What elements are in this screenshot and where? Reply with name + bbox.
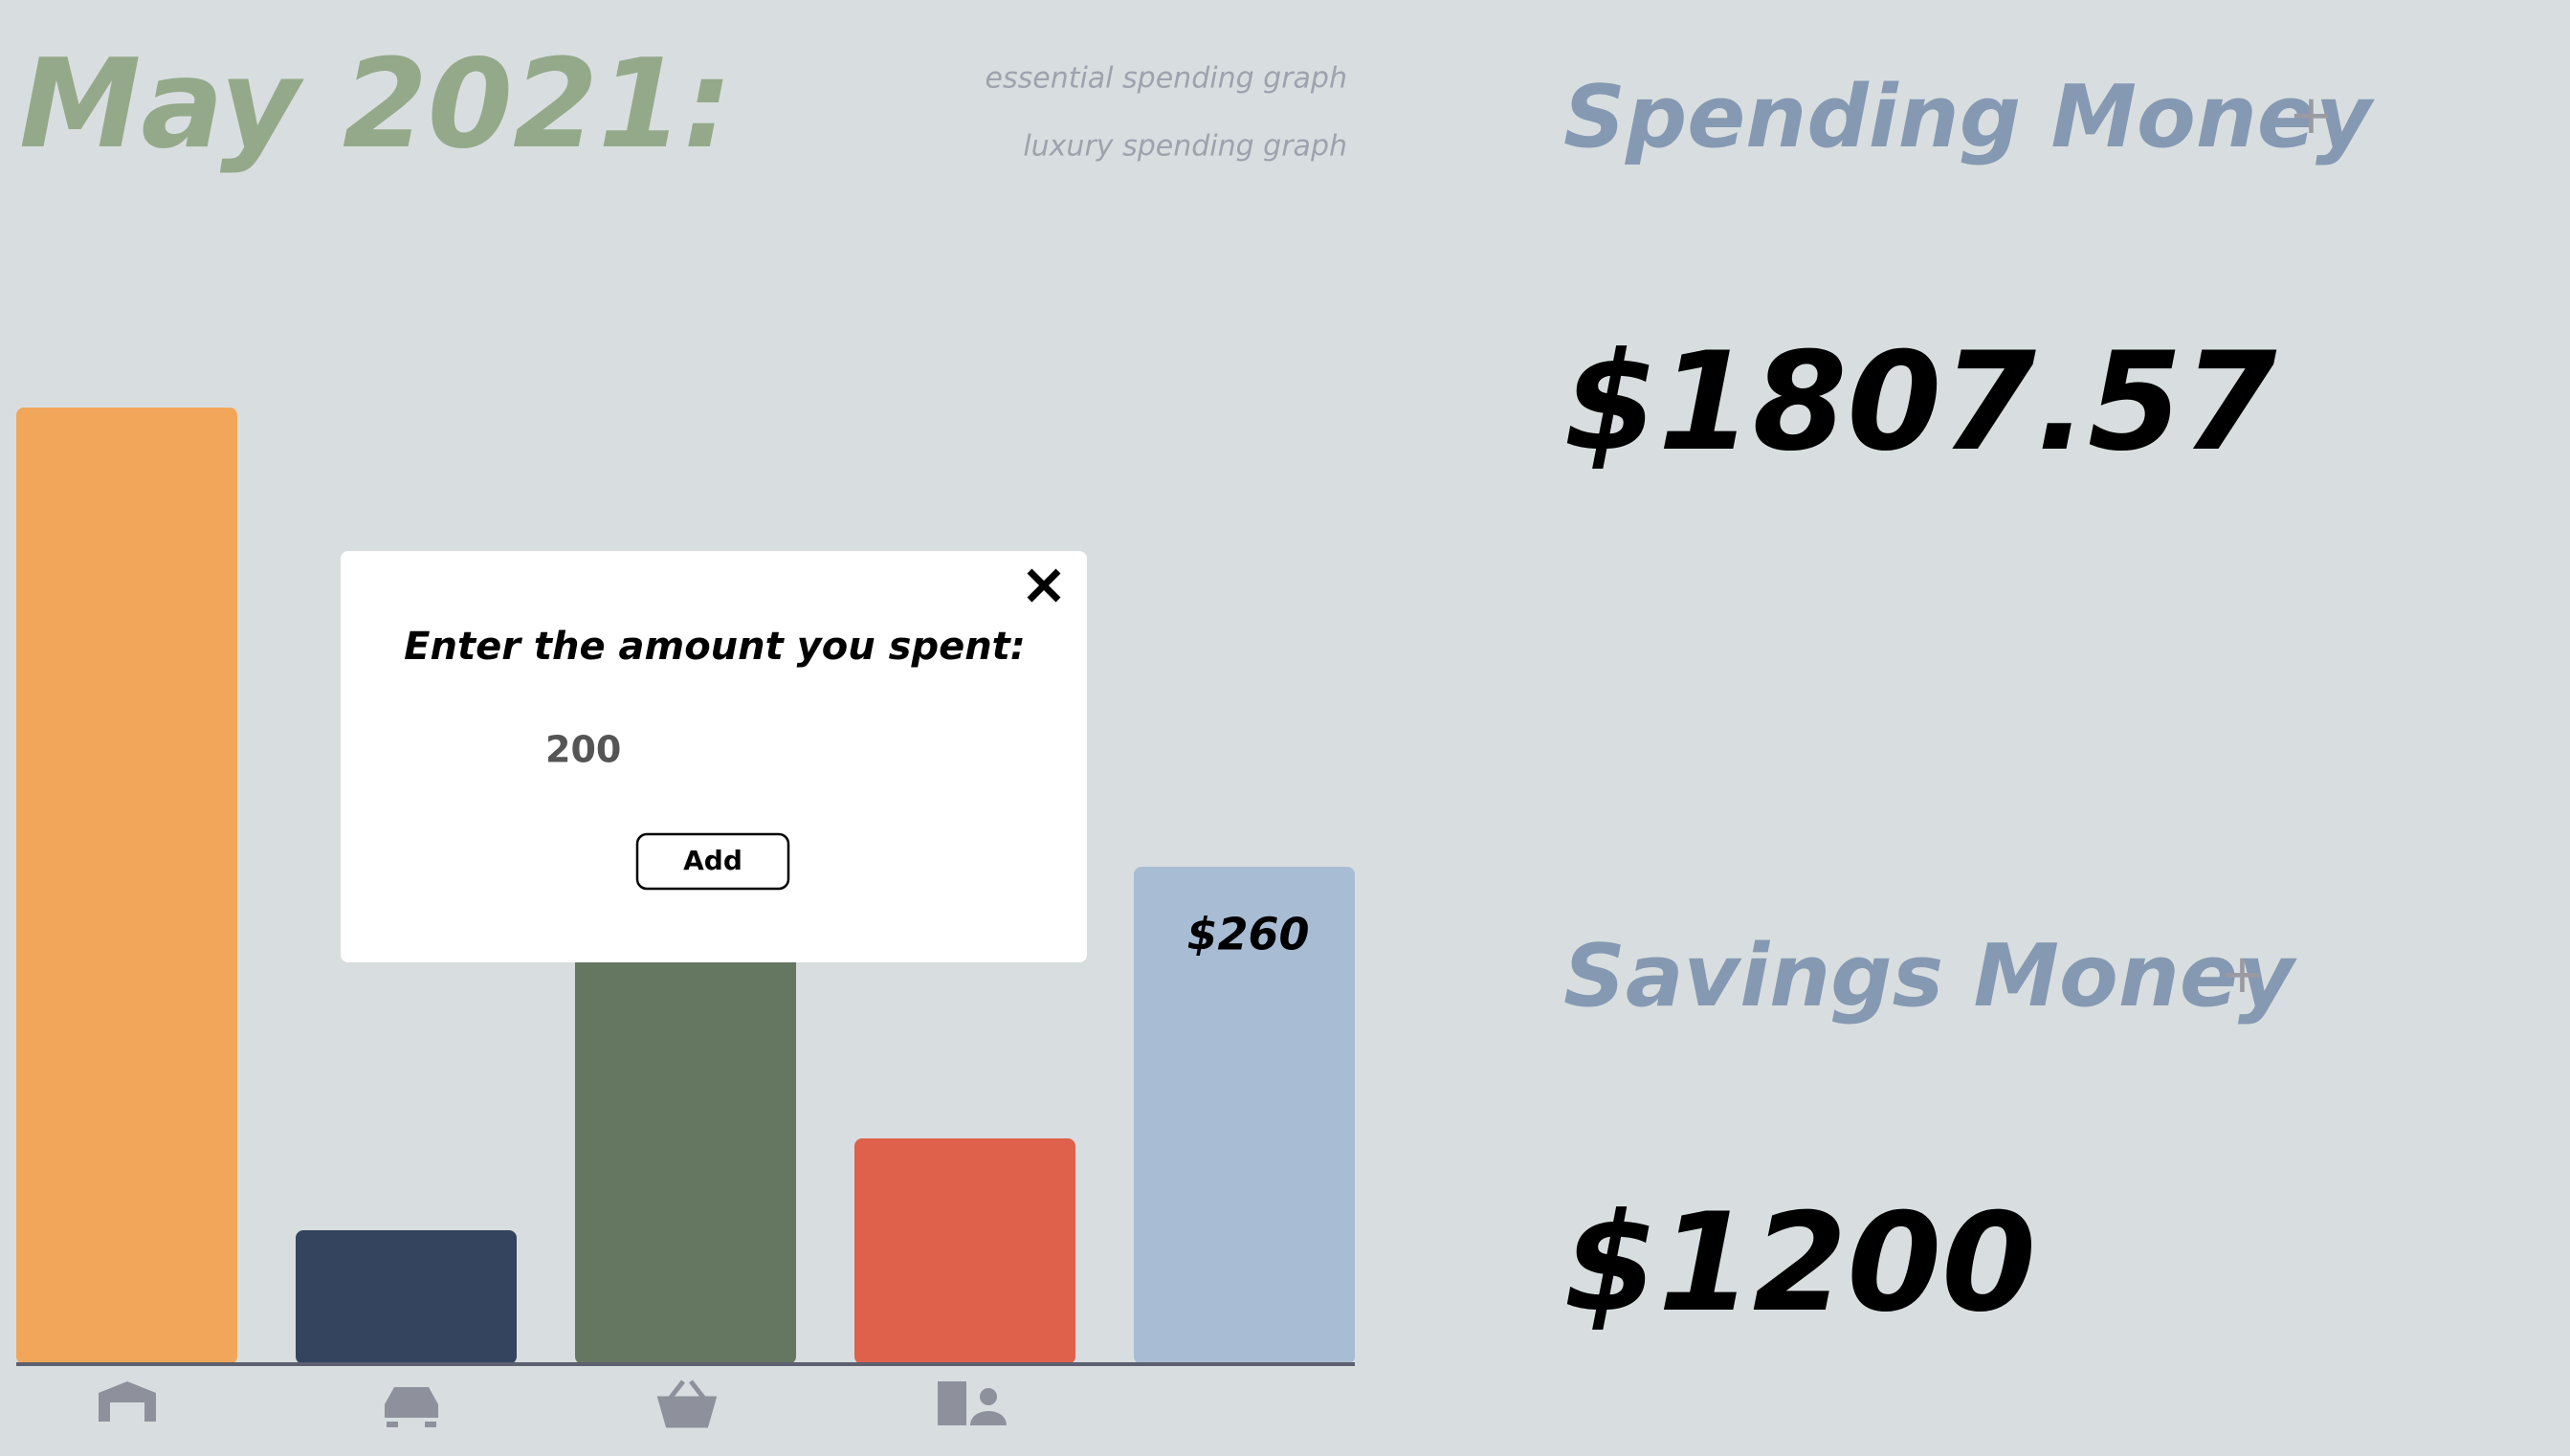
- amount-input[interactable]: 200: [545, 729, 621, 771]
- icon-basket: [656, 1379, 718, 1428]
- add-button-box[interactable]: [635, 832, 790, 891]
- nav-link[interactable]: luxury spending graph: [1023, 130, 1347, 164]
- category-icons: [99, 1379, 1007, 1428]
- add-button[interactable]: +: [2289, 84, 2334, 146]
- add-button[interactable]: Add: [683, 845, 742, 876]
- add-button[interactable]: +: [2220, 943, 2265, 1005]
- bar: [854, 1138, 1075, 1364]
- close-button[interactable]: [1027, 568, 1061, 603]
- amount: $1807.57: [1563, 323, 2277, 481]
- bar: [296, 1230, 517, 1364]
- bar: [1134, 867, 1355, 1364]
- nav-link[interactable]: essential spending graph: [986, 62, 1347, 96]
- modal-box: [341, 551, 1087, 962]
- icon-building: [938, 1381, 1007, 1425]
- modal-prompt: Enter the amount you spent:: [404, 625, 1026, 669]
- modal: Enter the amount you spent: 200 Add: [341, 551, 1087, 962]
- bar-chart: $260: [16, 408, 1355, 1364]
- bar: [16, 408, 237, 1364]
- amount: $1200: [1563, 1184, 2036, 1342]
- icon-car: [385, 1387, 438, 1427]
- section-label: Spending Money: [1563, 67, 2375, 167]
- month-title: May 2021:: [19, 33, 732, 176]
- section-label: Savings Money: [1563, 926, 2297, 1026]
- icon-school: [99, 1381, 156, 1422]
- bar-value-label: $260: [1186, 909, 1309, 960]
- icon-person: [980, 1388, 997, 1405]
